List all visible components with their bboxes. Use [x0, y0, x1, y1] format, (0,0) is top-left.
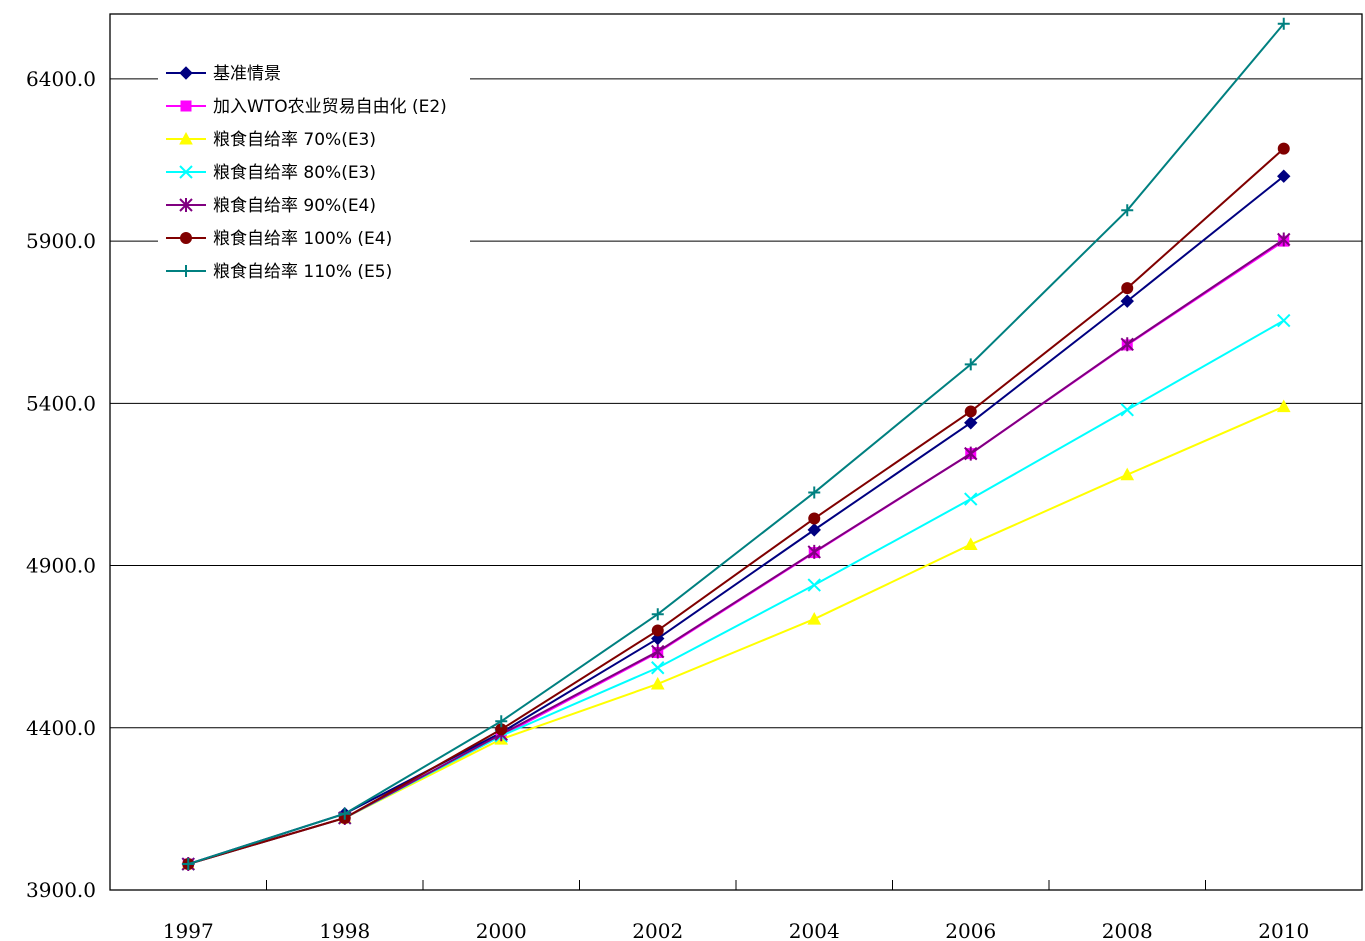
- legend-item: 粮食自给率 100% (E4): [166, 229, 392, 249]
- data-point: [495, 715, 508, 728]
- data-point: [338, 807, 351, 820]
- x-tick-label: 2004: [789, 919, 840, 941]
- legend-label: 基准情景: [213, 64, 281, 84]
- data-point: [808, 512, 821, 525]
- legend-item: 粮食自给率 70%(E3): [166, 130, 376, 150]
- data-point: [964, 416, 978, 430]
- legend-item: 粮食自给率 110% (E5): [166, 262, 392, 282]
- data-point: [651, 624, 664, 637]
- series-layer: [181, 17, 1291, 872]
- x-tick-label: 2002: [632, 919, 683, 941]
- data-point: [180, 100, 192, 112]
- series-line: [187, 238, 1285, 866]
- data-point: [807, 578, 821, 592]
- y-tick-label: 6400.0: [26, 67, 96, 91]
- x-tick-label: 1998: [319, 919, 370, 941]
- y-tick-label: 3900.0: [26, 878, 96, 902]
- x-tick-label: 2008: [1102, 919, 1153, 941]
- data-point: [808, 486, 821, 499]
- data-point: [651, 644, 665, 659]
- legend-background: [158, 56, 470, 288]
- x-tick-label: 2010: [1258, 919, 1309, 941]
- series-4: [181, 232, 1291, 872]
- x-tick-label: 2006: [945, 919, 996, 941]
- series-5: [182, 142, 1290, 871]
- series-line: [187, 405, 1285, 866]
- legend-label: 粮食自给率 80%(E3): [213, 163, 376, 183]
- data-point: [964, 358, 977, 371]
- data-point: [1277, 232, 1291, 247]
- data-point: [180, 232, 192, 244]
- series-6: [182, 17, 1290, 871]
- x-tick-label: 2000: [476, 919, 527, 941]
- data-point: [180, 265, 192, 277]
- series-line: [187, 23, 1285, 865]
- y-tick-label: 4900.0: [26, 554, 96, 578]
- series-3: [181, 313, 1291, 871]
- data-point: [964, 405, 977, 418]
- y-tick-label: 5900.0: [26, 229, 96, 253]
- y-tick-label: 5400.0: [26, 391, 96, 415]
- legend-label: 粮食自给率 70%(E3): [213, 130, 376, 150]
- series-line: [187, 175, 1285, 865]
- data-point: [179, 131, 193, 145]
- data-point: [964, 446, 978, 461]
- data-point: [179, 165, 193, 179]
- series-line: [187, 319, 1285, 866]
- legend-item: 基准情景: [166, 64, 281, 84]
- x-tick-label: 1997: [163, 919, 214, 941]
- legend-label: 粮食自给率 90%(E4): [213, 196, 376, 216]
- data-point: [1277, 17, 1290, 30]
- data-point: [1120, 337, 1134, 352]
- data-point: [1277, 169, 1291, 183]
- data-point: [807, 612, 822, 625]
- data-point: [650, 676, 665, 690]
- series-line: [187, 147, 1285, 866]
- legend-item: 粮食自给率 90%(E4): [166, 196, 376, 216]
- data-point: [651, 661, 665, 675]
- data-point: [964, 492, 978, 506]
- legend-label: 粮食自给率 110% (E5): [213, 262, 392, 282]
- legend-label: 粮食自给率 100% (E4): [213, 229, 392, 249]
- legend-item: 粮食自给率 80%(E3): [166, 163, 376, 183]
- data-point: [1120, 294, 1134, 308]
- data-point: [1120, 403, 1134, 417]
- data-point: [182, 858, 195, 871]
- data-point: [179, 66, 193, 80]
- data-point: [651, 608, 664, 621]
- legend-label: 加入WTO农业贸易自由化 (E2): [213, 97, 447, 117]
- data-point: [1276, 399, 1291, 413]
- x-axis-ticks: [266, 880, 1206, 890]
- data-point: [963, 537, 978, 550]
- data-point: [807, 544, 821, 559]
- data-point: [1277, 142, 1290, 155]
- data-point: [1121, 204, 1134, 217]
- series-2: [181, 399, 1291, 870]
- data-point: [1121, 282, 1134, 295]
- data-point: [1120, 467, 1135, 481]
- data-point: [179, 198, 193, 212]
- y-tick-label: 4400.0: [26, 716, 96, 740]
- data-point: [1277, 313, 1291, 328]
- x-axis-tick-labels: 1997 1998 2000 2002 2004 2006 2008 2010: [163, 919, 1309, 941]
- y-axis-tick-labels: 3900.0 4400.0 4900.0 5400.0 5900.0 6400.0: [26, 67, 96, 902]
- data-point: [807, 523, 821, 537]
- legend-item: 加入WTO农业贸易自由化 (E2): [166, 97, 447, 117]
